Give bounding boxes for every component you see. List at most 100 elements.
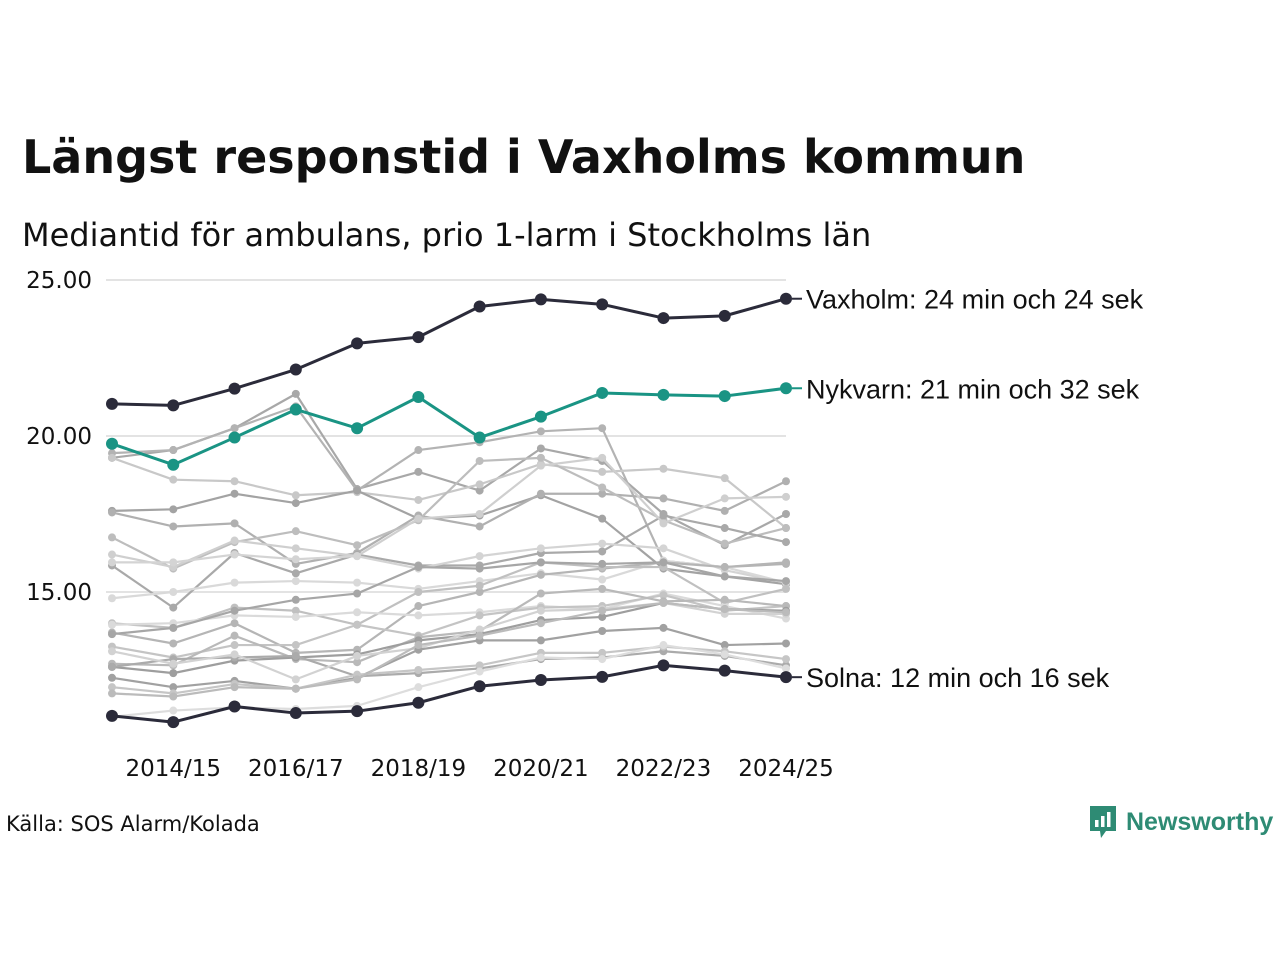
other-municipality-line (111, 592, 787, 626)
other-municipality-point (414, 467, 423, 476)
other-municipality-point (108, 647, 116, 656)
other-municipality-series (108, 453, 790, 573)
other-municipality-line (111, 456, 787, 570)
other-municipality-point (291, 555, 300, 564)
other-municipality-line (111, 480, 787, 566)
vaxholm-point (351, 337, 364, 350)
other-municipality-point (659, 464, 668, 473)
other-municipality-point (598, 648, 607, 657)
other-municipality-point (598, 424, 607, 433)
other-municipality-point (353, 486, 362, 495)
other-municipality-point (782, 492, 790, 501)
vaxholm-point (534, 293, 547, 306)
other-municipality-point (291, 544, 300, 553)
other-municipality-line (111, 561, 787, 636)
other-municipality-point (230, 550, 239, 559)
other-municipality-point (291, 491, 300, 500)
x-tick-label: 2024/25 (738, 756, 834, 782)
other-municipality-point (659, 511, 668, 520)
other-municipality-point (414, 514, 423, 523)
other-municipality-point (782, 655, 790, 664)
other-municipality-point (291, 606, 300, 615)
other-municipality-line (111, 650, 787, 678)
other-municipality-line (111, 559, 787, 600)
other-municipality-point (230, 578, 239, 587)
other-municipality-point (536, 453, 545, 462)
other-municipality-point (169, 475, 178, 484)
series-end-labels: Vaxholm: 24 min och 24 sek Nykvarn: 21 mi… (792, 285, 1144, 693)
other-municipality-point (108, 689, 116, 698)
other-municipality-point (598, 606, 607, 615)
nykvarn-point (228, 431, 241, 444)
solna-end-label: Solna: 12 min och 16 sek (806, 663, 1110, 693)
vaxholm-point (167, 399, 180, 412)
other-municipality-point (536, 653, 545, 662)
other-municipality-point (720, 474, 729, 483)
other-municipality-point (291, 569, 300, 578)
solna-point (596, 670, 609, 683)
other-municipality-point (291, 675, 300, 684)
nykvarn-point (534, 410, 547, 423)
other-municipality-point (169, 683, 178, 692)
other-municipality-series (108, 598, 790, 701)
other-municipality-point (475, 625, 484, 634)
other-municipality-point (720, 605, 729, 614)
newsworthy-logo: Newsworthy (1088, 804, 1273, 840)
source-note: Källa: SOS Alarm/Kolada (6, 812, 260, 836)
x-tick-label: 2022/23 (616, 756, 712, 782)
other-municipality-point (169, 505, 178, 514)
other-municipality-point (598, 575, 607, 584)
other-municipality-point (108, 594, 116, 603)
solna-point (412, 696, 425, 709)
other-municipality-point (108, 662, 116, 671)
other-municipality-point (291, 527, 300, 536)
other-municipality-point (291, 641, 300, 650)
x-tick-label: 2020/21 (493, 756, 589, 782)
other-municipality-point (353, 552, 362, 561)
other-municipality-point (291, 499, 300, 508)
solna-line (111, 663, 787, 724)
other-municipality-series (108, 584, 790, 670)
other-municipality-point (782, 510, 790, 518)
newsworthy-logo-icon (1090, 806, 1116, 838)
other-municipality-point (475, 456, 484, 465)
other-municipality-point (230, 519, 239, 528)
solna-point (780, 671, 792, 684)
background-series (108, 389, 790, 721)
other-municipality-point (353, 675, 362, 684)
other-municipality-point (782, 477, 790, 486)
other-municipality-point (536, 619, 545, 628)
vaxholm-point (412, 331, 425, 344)
other-municipality-point (536, 589, 545, 598)
other-municipality-point (659, 519, 668, 528)
other-municipality-line (111, 561, 787, 654)
other-municipality-series (108, 558, 790, 639)
brand-name: Newsworthy (1126, 807, 1274, 836)
other-municipality-point (598, 467, 607, 476)
other-municipality-point (659, 558, 668, 567)
vaxholm-point (228, 382, 241, 395)
other-municipality-point (108, 673, 116, 682)
other-municipality-point (598, 453, 607, 462)
other-municipality-point (782, 577, 790, 586)
other-municipality-point (720, 563, 729, 572)
nykvarn-point (106, 437, 118, 450)
other-municipality-point (414, 641, 423, 650)
other-municipality-point (782, 639, 790, 648)
other-municipality-point (659, 598, 668, 607)
other-municipality-point (230, 536, 239, 545)
y-tick-label: 20.00 (26, 424, 92, 450)
other-municipality-series (108, 647, 790, 681)
other-municipality-point (169, 588, 178, 596)
other-municipality-point (782, 558, 790, 567)
other-municipality-point (475, 581, 484, 590)
other-municipality-point (598, 483, 607, 492)
other-municipality-point (414, 611, 423, 620)
other-municipality-point (291, 389, 300, 398)
other-municipality-point (230, 683, 239, 692)
solna-point (167, 716, 180, 729)
other-municipality-series (108, 486, 790, 589)
nykvarn-point (412, 391, 425, 403)
other-municipality-point (598, 612, 607, 621)
other-municipality-point (414, 666, 423, 674)
